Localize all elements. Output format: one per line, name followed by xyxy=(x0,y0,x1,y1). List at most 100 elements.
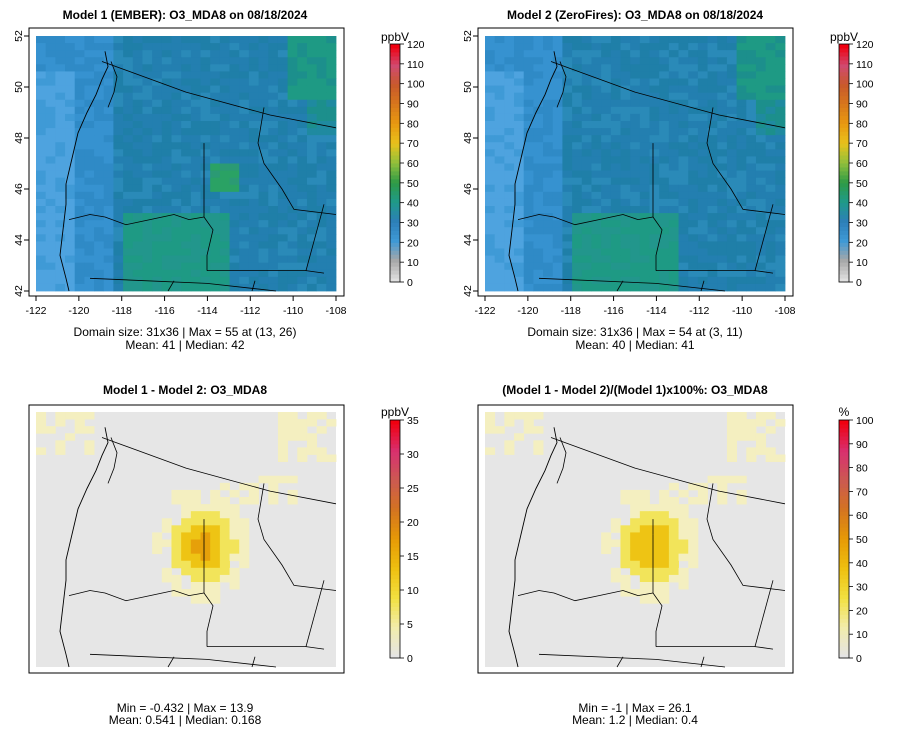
heatmap-cell xyxy=(326,220,337,228)
heatmap-cell xyxy=(678,78,689,86)
colorbar-segment xyxy=(839,594,849,599)
heatmap-cell xyxy=(581,71,592,79)
heatmap-cell xyxy=(630,121,641,129)
heatmap-cell xyxy=(210,497,221,505)
heatmap-cell xyxy=(74,255,85,264)
heatmap-cell xyxy=(200,582,211,590)
heatmap-cell xyxy=(36,64,47,72)
heatmap-cell xyxy=(659,43,670,51)
colorbar-tick-label: 100 xyxy=(856,79,874,91)
heatmap-cell xyxy=(572,113,583,122)
heatmap-cell xyxy=(94,78,105,86)
heatmap-cell xyxy=(161,227,172,235)
heatmap-cell xyxy=(659,567,670,576)
heatmap-cell xyxy=(113,177,124,186)
heatmap-cell xyxy=(181,262,192,271)
heatmap-cell xyxy=(210,99,221,108)
heatmap-cell xyxy=(581,99,592,108)
heatmap-cell xyxy=(94,248,105,256)
heatmap-cell xyxy=(36,198,47,207)
heatmap-cell xyxy=(572,170,583,179)
heatmap-cell xyxy=(74,269,85,278)
heatmap-cell xyxy=(659,113,670,122)
heatmap-cell xyxy=(504,198,515,207)
heatmap-cell xyxy=(639,36,650,44)
heatmap-cell xyxy=(717,106,728,115)
heatmap-cell xyxy=(152,227,163,235)
heatmap-cell xyxy=(132,269,143,278)
heatmap-cell xyxy=(649,170,660,179)
heatmap-cell xyxy=(210,71,221,79)
panel-4-heatmap xyxy=(485,412,786,667)
heatmap-cell xyxy=(678,276,689,285)
heatmap-cell xyxy=(229,142,240,150)
colorbar-segment xyxy=(839,491,849,496)
heatmap-cell xyxy=(171,283,182,292)
heatmap-cell xyxy=(746,234,757,242)
state-border-line xyxy=(706,483,786,591)
colorbar-segment xyxy=(390,55,400,61)
heatmap-cell xyxy=(123,121,134,129)
heatmap-cell xyxy=(316,191,327,200)
heatmap-cell xyxy=(659,64,670,72)
heatmap-cell xyxy=(562,135,573,143)
heatmap-cell xyxy=(142,241,153,249)
heatmap-cell xyxy=(74,283,85,292)
heatmap-cell xyxy=(316,262,327,271)
heatmap-cell xyxy=(210,50,221,58)
heatmap-cell xyxy=(620,269,631,278)
colorbar-segment xyxy=(839,459,849,465)
heatmap-cell xyxy=(610,163,621,171)
colorbar-segment xyxy=(839,262,849,267)
colorbar-segment xyxy=(390,499,400,504)
heatmap-cell xyxy=(181,560,192,569)
heatmap-cell xyxy=(36,99,47,108)
heatmap-cell xyxy=(171,532,182,540)
heatmap-cell xyxy=(572,191,583,200)
heatmap-cell xyxy=(765,128,776,136)
heatmap-cell xyxy=(514,121,525,129)
heatmap-cell xyxy=(504,269,515,278)
heatmap-cell xyxy=(659,191,670,200)
heatmap-cell xyxy=(297,248,308,256)
heatmap-cell xyxy=(572,262,583,271)
heatmap-cell xyxy=(726,92,738,101)
colorbar-segment xyxy=(839,135,849,140)
heatmap-cell xyxy=(726,184,738,193)
heatmap-cell xyxy=(113,170,124,179)
heatmap-cell xyxy=(248,170,259,179)
heatmap-cell xyxy=(36,50,47,58)
heatmap-cell xyxy=(572,255,583,264)
heatmap-cell xyxy=(161,525,172,533)
heatmap-cell xyxy=(297,64,308,72)
colorbar-segment xyxy=(390,123,400,128)
heatmap-cell xyxy=(504,440,515,448)
state-border-line xyxy=(251,280,256,292)
heatmap-cell xyxy=(316,78,327,86)
heatmap-cell xyxy=(181,135,192,143)
heatmap-cell xyxy=(620,50,631,58)
heatmap-cell xyxy=(562,276,573,285)
heatmap-cell xyxy=(74,227,85,235)
heatmap-cell xyxy=(200,234,211,242)
heatmap-cell xyxy=(94,241,105,249)
heatmap-cell xyxy=(94,57,105,65)
heatmap-cell xyxy=(94,227,105,235)
heatmap-cell xyxy=(639,574,650,583)
x-tick-label: -108 xyxy=(325,305,346,317)
heatmap-cell xyxy=(84,85,95,94)
heatmap-cell xyxy=(649,177,660,186)
heatmap-cell xyxy=(572,156,583,164)
heatmap-cell xyxy=(504,419,515,427)
heatmap-cell xyxy=(726,191,738,200)
heatmap-cell xyxy=(678,213,689,221)
heatmap-cell xyxy=(765,454,776,462)
heatmap-cell xyxy=(326,106,337,115)
heatmap-cell xyxy=(190,497,201,505)
panel-4-stats-line2: Mean: 1.2 | Median: 0.4 xyxy=(572,713,698,727)
heatmap-cell xyxy=(152,99,163,108)
heatmap-cell xyxy=(210,574,221,583)
heatmap-cell xyxy=(229,50,240,58)
heatmap-cell xyxy=(659,539,670,547)
heatmap-cell xyxy=(210,64,221,72)
